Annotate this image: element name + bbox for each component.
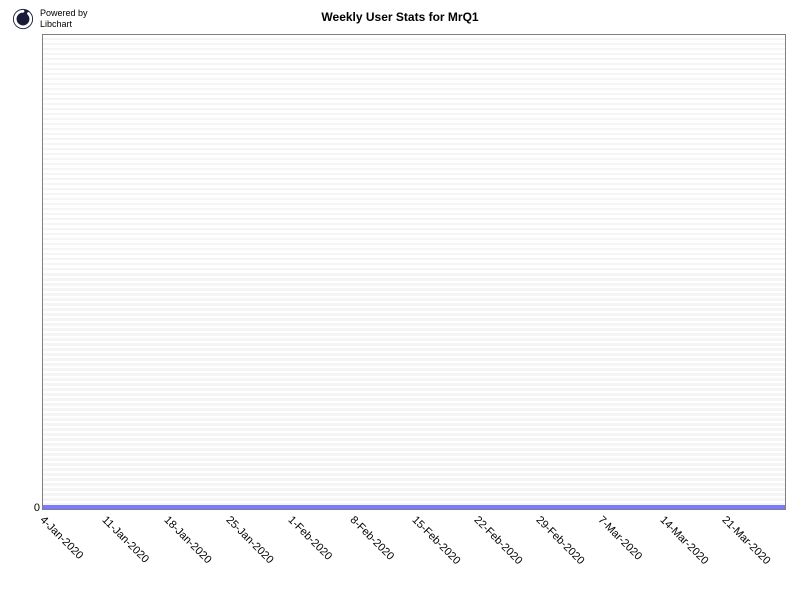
x-axis-tick-label: 18-Jan-2020 — [162, 514, 214, 566]
x-axis-tick-label: 8-Feb-2020 — [348, 514, 397, 563]
x-axis-tick-label: 21-Mar-2020 — [720, 514, 773, 567]
y-axis-tick-0: 0 — [28, 502, 40, 514]
x-axis-tick-label: 4-Jan-2020 — [38, 514, 86, 562]
x-axis-tick-label: 25-Jan-2020 — [224, 514, 276, 566]
x-axis-tick-label: 22-Feb-2020 — [472, 514, 525, 567]
x-axis-tick-label: 7-Mar-2020 — [596, 514, 645, 563]
chart-plot-area — [42, 34, 786, 510]
x-axis-labels: 4-Jan-202011-Jan-202018-Jan-202025-Jan-2… — [42, 514, 786, 594]
x-axis-tick-label: 1-Feb-2020 — [286, 514, 335, 563]
chart-baseline-band — [43, 505, 785, 509]
x-axis-tick-label: 11-Jan-2020 — [100, 514, 152, 566]
x-axis-tick-label: 15-Feb-2020 — [410, 514, 463, 567]
chart-title: Weekly User Stats for MrQ1 — [0, 10, 800, 24]
x-axis-tick-label: 14-Mar-2020 — [658, 514, 711, 567]
chart-gridlines — [43, 35, 785, 509]
x-axis-tick-label: 29-Feb-2020 — [534, 514, 587, 567]
